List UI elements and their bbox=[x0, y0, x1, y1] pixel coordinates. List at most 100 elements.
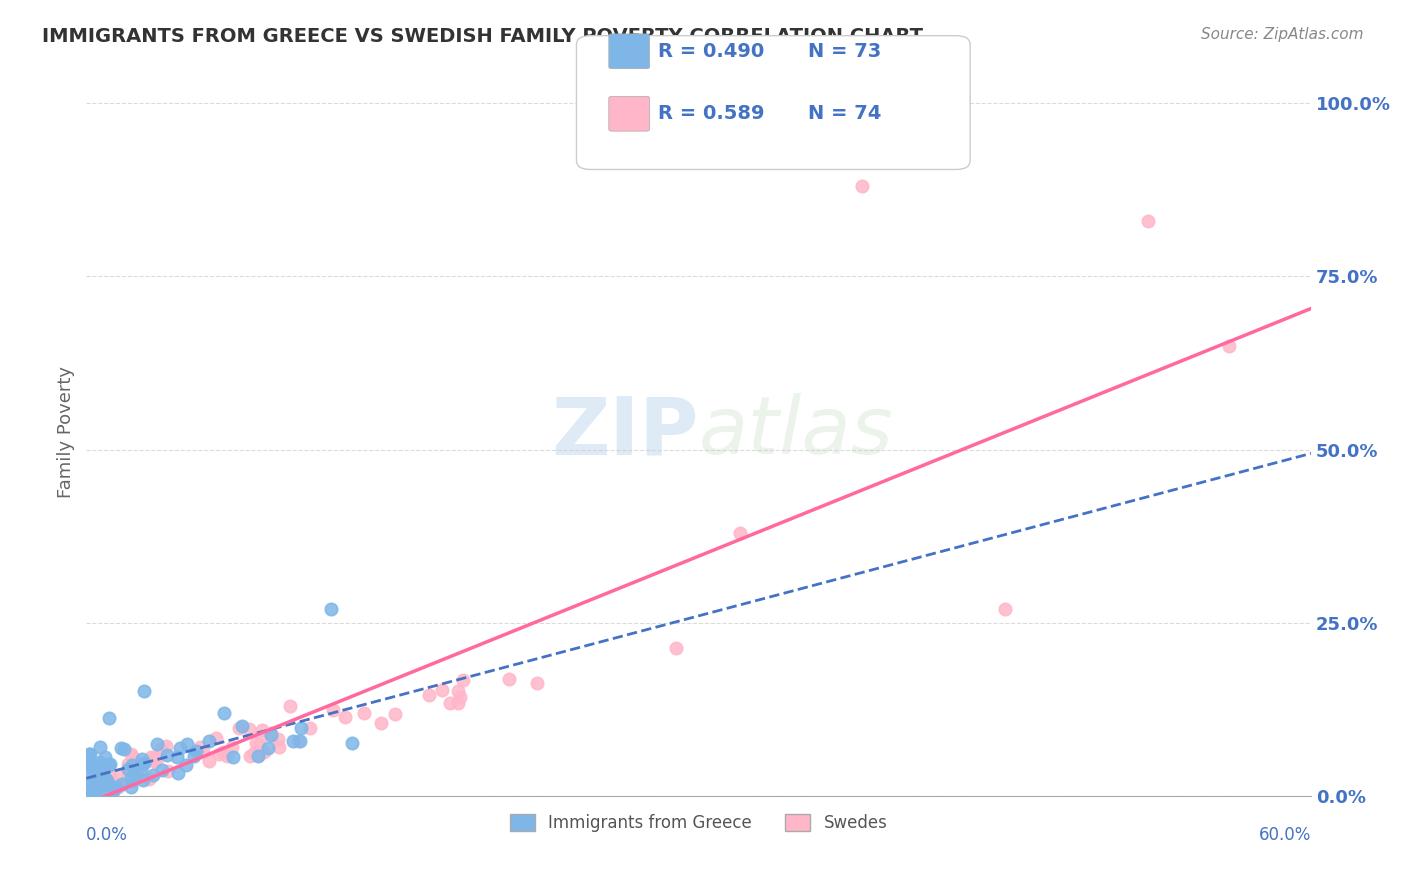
Text: IMMIGRANTS FROM GREECE VS SWEDISH FAMILY POVERTY CORRELATION CHART: IMMIGRANTS FROM GREECE VS SWEDISH FAMILY… bbox=[42, 27, 924, 45]
Point bbox=[121, 758, 143, 772]
Text: Source: ZipAtlas.com: Source: ZipAtlas.com bbox=[1201, 27, 1364, 42]
Point bbox=[150, 763, 173, 777]
Point bbox=[82, 780, 104, 794]
Point bbox=[104, 776, 127, 790]
Point bbox=[290, 722, 312, 736]
Point bbox=[79, 782, 101, 797]
Point bbox=[146, 737, 169, 751]
Point bbox=[112, 742, 135, 756]
Point bbox=[665, 640, 688, 655]
Point bbox=[120, 771, 142, 785]
Point bbox=[333, 710, 356, 724]
Point bbox=[299, 721, 322, 735]
Point bbox=[145, 755, 167, 769]
Point bbox=[1136, 214, 1159, 228]
Point bbox=[451, 673, 474, 688]
Point bbox=[353, 706, 375, 721]
Point bbox=[156, 748, 179, 763]
Point bbox=[103, 783, 125, 797]
Point bbox=[176, 737, 198, 751]
Point bbox=[86, 781, 108, 796]
Point bbox=[259, 728, 281, 742]
Point bbox=[228, 722, 250, 736]
Text: N = 74: N = 74 bbox=[808, 103, 882, 123]
Point bbox=[245, 736, 267, 750]
Point bbox=[117, 757, 139, 772]
Point bbox=[267, 740, 290, 755]
Point bbox=[212, 745, 235, 759]
Point bbox=[142, 749, 165, 764]
Point bbox=[215, 748, 238, 763]
Point bbox=[94, 773, 117, 788]
Point bbox=[188, 739, 211, 754]
Legend: Immigrants from Greece, Swedes: Immigrants from Greece, Swedes bbox=[503, 807, 894, 838]
Point bbox=[447, 684, 470, 698]
Point bbox=[143, 755, 166, 769]
Text: atlas: atlas bbox=[699, 393, 893, 471]
Point bbox=[87, 766, 110, 780]
Point bbox=[418, 688, 440, 702]
Point bbox=[207, 747, 229, 761]
Point bbox=[96, 775, 118, 789]
Point bbox=[134, 684, 156, 698]
Point bbox=[97, 757, 120, 772]
Point bbox=[121, 773, 143, 788]
Point bbox=[253, 745, 276, 759]
Point bbox=[77, 782, 100, 797]
Point bbox=[384, 706, 406, 721]
Point bbox=[169, 741, 191, 756]
Point bbox=[110, 740, 132, 755]
Point bbox=[89, 761, 111, 775]
Point bbox=[121, 749, 143, 764]
Point bbox=[278, 698, 301, 713]
Point bbox=[432, 683, 454, 698]
Point bbox=[120, 780, 142, 794]
Point bbox=[246, 747, 269, 762]
Point bbox=[260, 726, 283, 740]
Point bbox=[184, 744, 207, 758]
Point bbox=[174, 757, 197, 772]
Point bbox=[87, 758, 110, 772]
Text: R = 0.589: R = 0.589 bbox=[658, 103, 765, 123]
Point bbox=[93, 778, 115, 792]
Point bbox=[100, 756, 122, 771]
Point bbox=[120, 747, 142, 761]
Point bbox=[98, 711, 121, 725]
Point bbox=[108, 768, 131, 782]
Point bbox=[287, 734, 309, 748]
Y-axis label: Family Poverty: Family Poverty bbox=[58, 367, 75, 499]
Point bbox=[370, 715, 392, 730]
Point bbox=[205, 731, 228, 745]
Text: N = 73: N = 73 bbox=[808, 42, 882, 62]
Point bbox=[139, 750, 162, 764]
Point bbox=[340, 736, 363, 750]
Point bbox=[76, 756, 98, 771]
Point bbox=[247, 748, 270, 763]
Point bbox=[247, 738, 270, 752]
Point bbox=[449, 690, 471, 704]
Point bbox=[84, 772, 107, 786]
Point bbox=[86, 770, 108, 784]
Point bbox=[83, 779, 105, 793]
Point bbox=[267, 731, 290, 746]
Point bbox=[96, 773, 118, 788]
Point bbox=[77, 747, 100, 761]
Point bbox=[90, 778, 112, 792]
Point bbox=[111, 777, 134, 791]
Point bbox=[243, 746, 266, 760]
Point bbox=[80, 779, 103, 793]
Point bbox=[125, 764, 148, 778]
Point bbox=[94, 783, 117, 797]
Point bbox=[100, 769, 122, 783]
Point bbox=[447, 697, 470, 711]
Point bbox=[212, 706, 235, 720]
Point bbox=[498, 672, 520, 686]
Point bbox=[132, 756, 155, 770]
Point bbox=[82, 779, 104, 793]
Point bbox=[76, 773, 98, 788]
Point bbox=[97, 778, 120, 792]
Point bbox=[252, 723, 274, 737]
Point bbox=[166, 749, 188, 764]
Point bbox=[257, 740, 280, 755]
Point bbox=[76, 782, 98, 797]
